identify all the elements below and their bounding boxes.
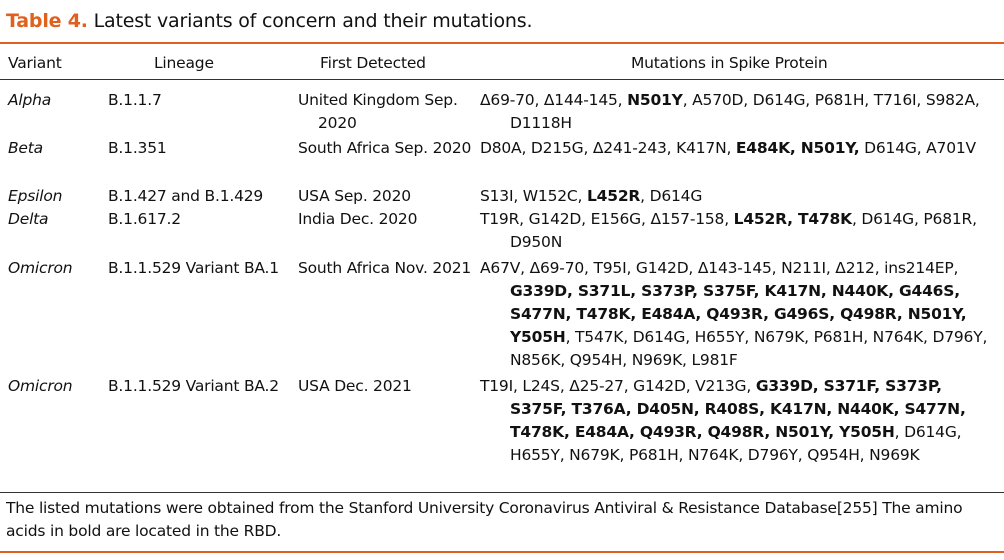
top-rule (0, 42, 1004, 44)
table-caption: Table 4. Latest variants of concern and … (6, 8, 532, 34)
header-rule (0, 79, 1004, 80)
mutations-cell: T19I, L24S, Δ25-27, G142D, V213G, G339D,… (480, 375, 1002, 467)
mutation-segment: T19R, G142D, E156G, Δ157-158, (480, 210, 734, 228)
header-variant: Variant (8, 54, 62, 72)
mutation-segment: , T547K, D614G, H655Y, N679K, P681H, N76… (510, 328, 988, 369)
mutation-segment-rbd: G339D, S371L, S373P, S375F, K417N, N440K… (510, 282, 967, 346)
mutations-cell: D80A, D215G, Δ241-243, K417N, E484K, N50… (480, 137, 1002, 160)
mutation-segment: , D614G, P681R, D950N (510, 210, 977, 251)
variant-name: Omicron (8, 259, 73, 277)
first-detected-cell: USA Dec. 2021 (298, 377, 412, 395)
mutation-segment-rbd: L452R, T478K (733, 210, 852, 228)
first-detected-cell: South Africa Sep. 2020 (298, 139, 472, 157)
mutation-segment: , A570D, D614G, P681H, T716I, S982A, D11… (510, 91, 980, 132)
lineage-cell: B.1.1.529 Variant BA.2 (108, 377, 279, 395)
mutation-segment: S13I, W152C, (480, 187, 587, 205)
header-mutations: Mutations in Spike Protein (631, 54, 828, 72)
mutation-segment: Δ69-70, Δ144-145, (480, 91, 628, 109)
mutation-segment: T19I, L24S, Δ25-27, G142D, V213G, (480, 377, 756, 395)
table-footnote: The listed mutations were obtained from … (6, 499, 963, 540)
first-detected-cell: India Dec. 2020 (298, 210, 418, 228)
bottom-rule (0, 551, 1004, 553)
footer-rule (0, 492, 1004, 493)
lineage-cell: B.1.351 (108, 139, 167, 157)
mutation-segment-rbd: E484K, N501Y, (735, 139, 860, 157)
caption-text: Latest variants of concern and their mut… (93, 10, 533, 32)
variant-name: Epsilon (8, 187, 63, 205)
mutation-segment: D614G, A701V (859, 139, 976, 157)
mutations-cell: A67V, Δ69-70, T95I, G142D, Δ143-145, N21… (480, 257, 1002, 372)
variant-name: Alpha (8, 91, 52, 109)
first-detected-cell: South Africa Nov. 2021 (298, 259, 472, 277)
caption-label: Table 4. (6, 10, 88, 32)
lineage-cell: B.1.427 and B.1.429 (108, 187, 264, 205)
header-lineage: Lineage (154, 54, 214, 72)
mutation-segment-rbd: G339D, S371F, S373P, S375F, T376A, D405N… (510, 377, 966, 441)
mutation-segment-rbd: L452R (586, 187, 641, 205)
mutation-segment-rbd: N501Y (627, 91, 683, 109)
lineage-cell: B.1.617.2 (108, 210, 181, 228)
mutations-cell: T19R, G142D, E156G, Δ157-158, L452R, T47… (480, 208, 1002, 254)
mutations-cell: Δ69-70, Δ144-145, N501Y, A570D, D614G, P… (480, 89, 1002, 135)
first-detected-cell: USA Sep. 2020 (298, 187, 411, 205)
lineage-cell: B.1.1.7 (108, 91, 162, 109)
header-first-detected: First Detected (320, 54, 426, 72)
variant-name: Omicron (8, 377, 73, 395)
lineage-cell: B.1.1.529 Variant BA.1 (108, 259, 279, 277)
mutation-segment: D80A, D215G, Δ241-243, K417N, (480, 139, 736, 157)
mutations-cell: S13I, W152C, L452R, D614G (480, 185, 1002, 208)
variant-name: Beta (8, 139, 43, 157)
variant-name: Delta (8, 210, 49, 228)
mutation-segment: , D614G, H655Y, N679K, P681H, N764K, D79… (510, 423, 962, 464)
first-detected-cell: United Kingdom Sep. 2020 (298, 91, 458, 132)
mutation-segment: , D614G (640, 187, 703, 205)
mutation-segment: A67V, Δ69-70, T95I, G142D, Δ143-145, N21… (480, 259, 959, 277)
